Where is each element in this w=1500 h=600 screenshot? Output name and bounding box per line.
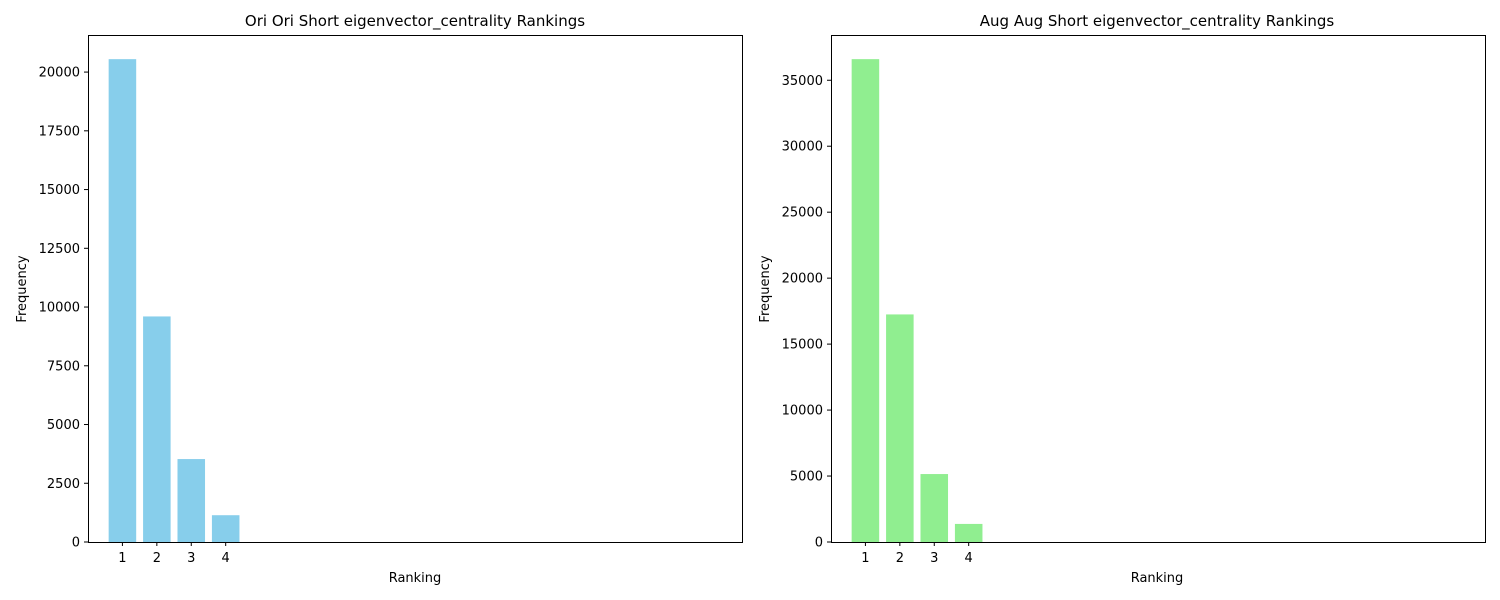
y-axis-label: Frequency (758, 255, 773, 322)
bar-3 (920, 474, 949, 542)
bar-4 (954, 523, 983, 542)
y-tick-label: 15000 (782, 338, 823, 353)
y-tick-label: 15000 (39, 183, 80, 198)
chart-aug: Aug Aug Short eigenvector_centrality Ran… (758, 12, 1486, 586)
y-tick-label: 10000 (39, 301, 80, 316)
chart-ori: Ori Ori Short eigenvector_centrality Ran… (15, 12, 743, 586)
x-tick-label: 4 (222, 551, 230, 566)
y-tick-label: 0 (72, 536, 80, 551)
y-tick-label: 12500 (39, 242, 80, 257)
axes-frame (88, 35, 743, 543)
y-tick-label: 20000 (782, 272, 823, 287)
y-tick-label: 7500 (47, 359, 80, 374)
bar-4 (211, 515, 240, 542)
y-tick-label: 5000 (790, 470, 823, 485)
bar-1 (851, 59, 880, 543)
axes-frame (831, 35, 1486, 543)
x-tick-label: 3 (930, 551, 938, 566)
plot-area: 1 2 3 4 0 2500 5000 7500 10000 12500 15000 17500 200… (39, 35, 743, 566)
x-tick-label: 2 (896, 551, 904, 566)
bar-2 (143, 316, 171, 542)
y-tick-label: 30000 (782, 140, 823, 155)
x-tick-label: 4 (965, 551, 973, 566)
chart-title: Ori Ori Short eigenvector_centrality Ran… (245, 12, 585, 31)
x-tick-label: 3 (187, 551, 195, 566)
y-tick-label: 10000 (782, 404, 823, 419)
y-tick-label: 0 (815, 536, 823, 551)
plot-area: 1 2 3 4 0 5000 10000 15000 20000 25000 30000 35000 (782, 35, 1486, 566)
y-tick-label: 35000 (782, 74, 823, 89)
y-tick-label: 5000 (47, 418, 80, 433)
bar-1 (108, 59, 137, 542)
x-axis-label: Ranking (1131, 571, 1184, 586)
x-tick-label: 2 (153, 551, 161, 566)
bar-2 (886, 314, 914, 542)
x-tick-label: 1 (118, 551, 126, 566)
x-axis-label: Ranking (389, 571, 442, 586)
y-tick-label: 20000 (39, 66, 80, 81)
bar-3 (177, 459, 206, 542)
y-tick-label: 17500 (39, 124, 80, 139)
y-tick-label: 2500 (47, 477, 80, 492)
chart-title: Aug Aug Short eigenvector_centrality Ran… (980, 12, 1335, 31)
y-tick-label: 25000 (782, 206, 823, 221)
y-axis-label: Frequency (15, 255, 30, 322)
x-tick-label: 1 (861, 551, 869, 566)
